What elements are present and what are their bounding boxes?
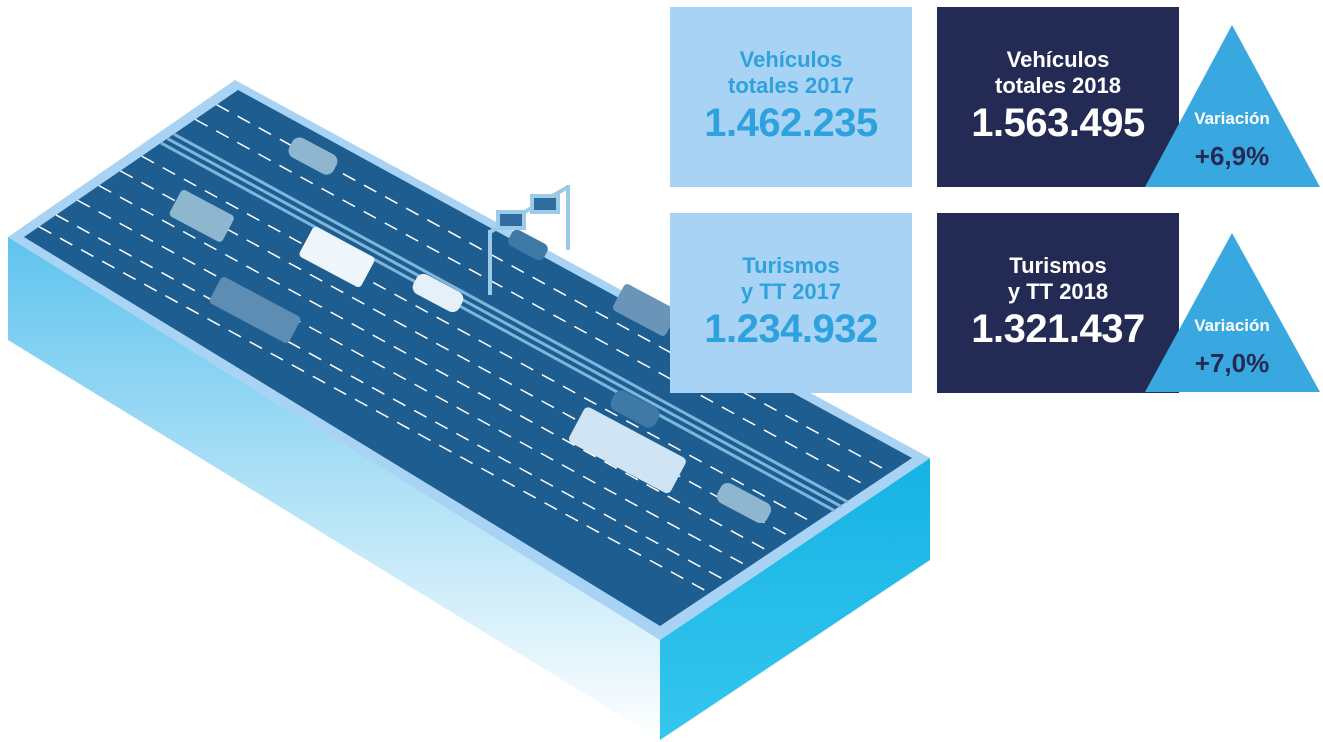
lane-line bbox=[173, 132, 849, 504]
lane-line bbox=[194, 118, 870, 489]
lane-line bbox=[38, 226, 714, 596]
lorry bbox=[612, 284, 678, 336]
variation-value: +6,9% bbox=[1195, 141, 1269, 171]
card-value: 1.234.932 bbox=[704, 307, 878, 351]
vehicles bbox=[169, 137, 772, 524]
lane-line bbox=[160, 141, 836, 513]
lane-line bbox=[119, 170, 795, 540]
card-label: Turismos bbox=[742, 253, 840, 278]
lorry bbox=[209, 277, 301, 343]
lane-line bbox=[141, 155, 817, 525]
stat-card: Vehículos totales 2017 1.462.235 bbox=[670, 7, 912, 187]
card-value: 1.462.235 bbox=[704, 101, 878, 145]
variation-label: Variación bbox=[1194, 109, 1270, 128]
card-label: Vehículos bbox=[1006, 47, 1110, 72]
lane-line bbox=[77, 199, 752, 569]
stat-card: Vehículos totales 2018 1.563.495 bbox=[937, 7, 1179, 187]
car bbox=[716, 482, 772, 524]
stat-card: Turismos y TT 2018 1.321.437 bbox=[937, 213, 1179, 393]
stat-card: Turismos y TT 2017 1.234.932 bbox=[670, 213, 912, 393]
card-label: Vehículos bbox=[739, 47, 843, 72]
lane-line bbox=[55, 214, 731, 584]
card-label: Turismos bbox=[1009, 253, 1107, 278]
card-label: y TT 2017 bbox=[740, 279, 842, 304]
card-label: y TT 2018 bbox=[1007, 279, 1109, 304]
car bbox=[288, 137, 338, 175]
card-label: totales 2018 bbox=[995, 73, 1121, 98]
card-value: 1.563.495 bbox=[971, 101, 1145, 145]
car bbox=[508, 229, 548, 261]
lane-line bbox=[166, 137, 843, 508]
variation-label: Variación bbox=[1194, 316, 1270, 335]
bus bbox=[569, 407, 686, 494]
gantry bbox=[488, 185, 570, 295]
car bbox=[412, 273, 464, 313]
car bbox=[610, 390, 660, 428]
front-face bbox=[660, 458, 930, 740]
highway-illustration bbox=[8, 80, 930, 740]
variation-value: +7,0% bbox=[1195, 348, 1269, 378]
road bbox=[24, 90, 912, 626]
van bbox=[169, 190, 234, 242]
card-value: 1.321.437 bbox=[971, 307, 1145, 351]
left-face bbox=[8, 237, 660, 740]
lane-line bbox=[98, 184, 774, 555]
truck bbox=[299, 226, 375, 288]
card-label: totales 2017 bbox=[728, 73, 854, 98]
